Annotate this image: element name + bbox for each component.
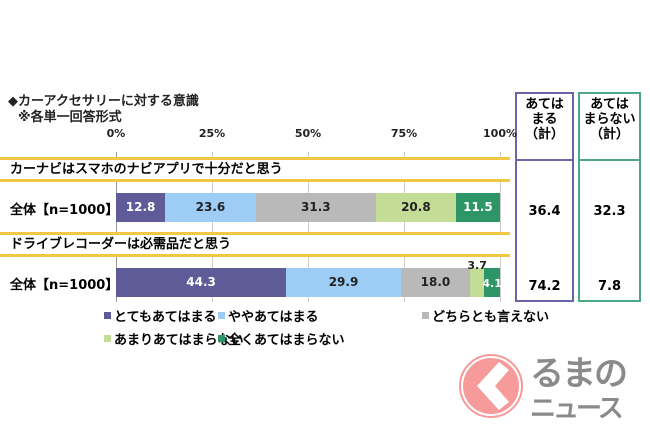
- gridline: [404, 152, 405, 302]
- legend-swatch: [104, 335, 111, 342]
- legend-item: あまりあてはまらない: [104, 329, 243, 348]
- x-tick-label: 0%: [106, 127, 126, 140]
- bar-segment: 11.5: [455, 193, 500, 222]
- agree-total-column: あては まる （計） 36.4 74.2: [515, 92, 574, 302]
- row-label: 全体【n=1000】: [10, 278, 119, 293]
- gridline: [212, 152, 213, 302]
- header-line: あては: [525, 97, 564, 112]
- legend-item: 全くあてはまらない: [218, 329, 344, 348]
- header-line: まらない: [583, 112, 636, 127]
- question-label: ドライブレコーダーは必需品だと思う: [0, 232, 510, 257]
- disagree-total-header: あては まらない （計）: [580, 94, 639, 161]
- legend-label: あまりあてはまらない: [114, 333, 244, 348]
- disagree-total-value: 7.8: [597, 279, 622, 294]
- logo-text-bottom: ニュース: [530, 394, 624, 424]
- row-label: 全体【n=1000】: [10, 203, 119, 218]
- disagree-total-value: 32.3: [593, 204, 626, 219]
- bar-segment: 29.9: [286, 268, 401, 297]
- header-line: （計）: [589, 127, 629, 142]
- question-label: カーナビはスマホのナビアプリで十分だと思う: [0, 157, 510, 182]
- x-tick-label: 50%: [294, 127, 322, 140]
- header-line: （計）: [524, 127, 564, 142]
- logo-mark-icon: [457, 352, 525, 420]
- legend-swatch: [218, 312, 225, 319]
- disagree-total-column: あては まらない （計） 32.3 7.8: [578, 92, 641, 302]
- header-line: まる: [531, 112, 558, 127]
- chart-title: ◆カーアクセサリーに対する意識: [8, 94, 199, 109]
- x-tick-label: 75%: [390, 127, 418, 140]
- agree-total-header: あては まる （計）: [517, 94, 572, 161]
- agree-total-value: 74.2: [528, 279, 561, 294]
- legend-swatch: [104, 312, 111, 319]
- legend-item: とてもあてはまる: [104, 306, 216, 325]
- legend-item: どちらとも言えない: [422, 306, 549, 325]
- bar-segment: [470, 268, 485, 297]
- legend-swatch: [422, 312, 429, 319]
- bar-segment: 18.0: [400, 268, 471, 297]
- logo-text-top: るまの: [530, 354, 628, 394]
- bar-segment: 23.6: [165, 193, 256, 222]
- bar-segment: 12.8: [116, 193, 166, 222]
- gridline: [308, 152, 309, 302]
- bar-segment: 31.3: [255, 193, 376, 222]
- bar-segment: 44.3: [116, 268, 287, 297]
- gridline: [500, 152, 501, 302]
- bar-data-label: 4.1: [482, 277, 502, 290]
- legend-swatch: [218, 335, 225, 342]
- bar-segment: 20.8: [375, 193, 456, 222]
- agree-total-value: 36.4: [528, 204, 561, 219]
- legend-label: とてもあてはまる: [114, 310, 217, 325]
- legend-label: ややあてはまる: [228, 310, 319, 325]
- x-tick-label: 25%: [198, 127, 226, 140]
- bar-data-label: 3.7: [467, 259, 487, 272]
- chart-subtitle: ※各単一回答形式: [18, 110, 122, 125]
- bar-segment: [484, 268, 500, 297]
- plot-left-axis: [116, 152, 117, 302]
- legend-label: 全くあてはまらない: [228, 333, 345, 348]
- header-line: あては: [590, 97, 629, 112]
- kuruma-news-logo: るまの ニュース: [455, 350, 645, 430]
- legend-item: ややあてはまる: [218, 306, 318, 325]
- x-tick-label: 100%: [483, 127, 517, 140]
- legend-label: どちらとも言えない: [432, 310, 550, 325]
